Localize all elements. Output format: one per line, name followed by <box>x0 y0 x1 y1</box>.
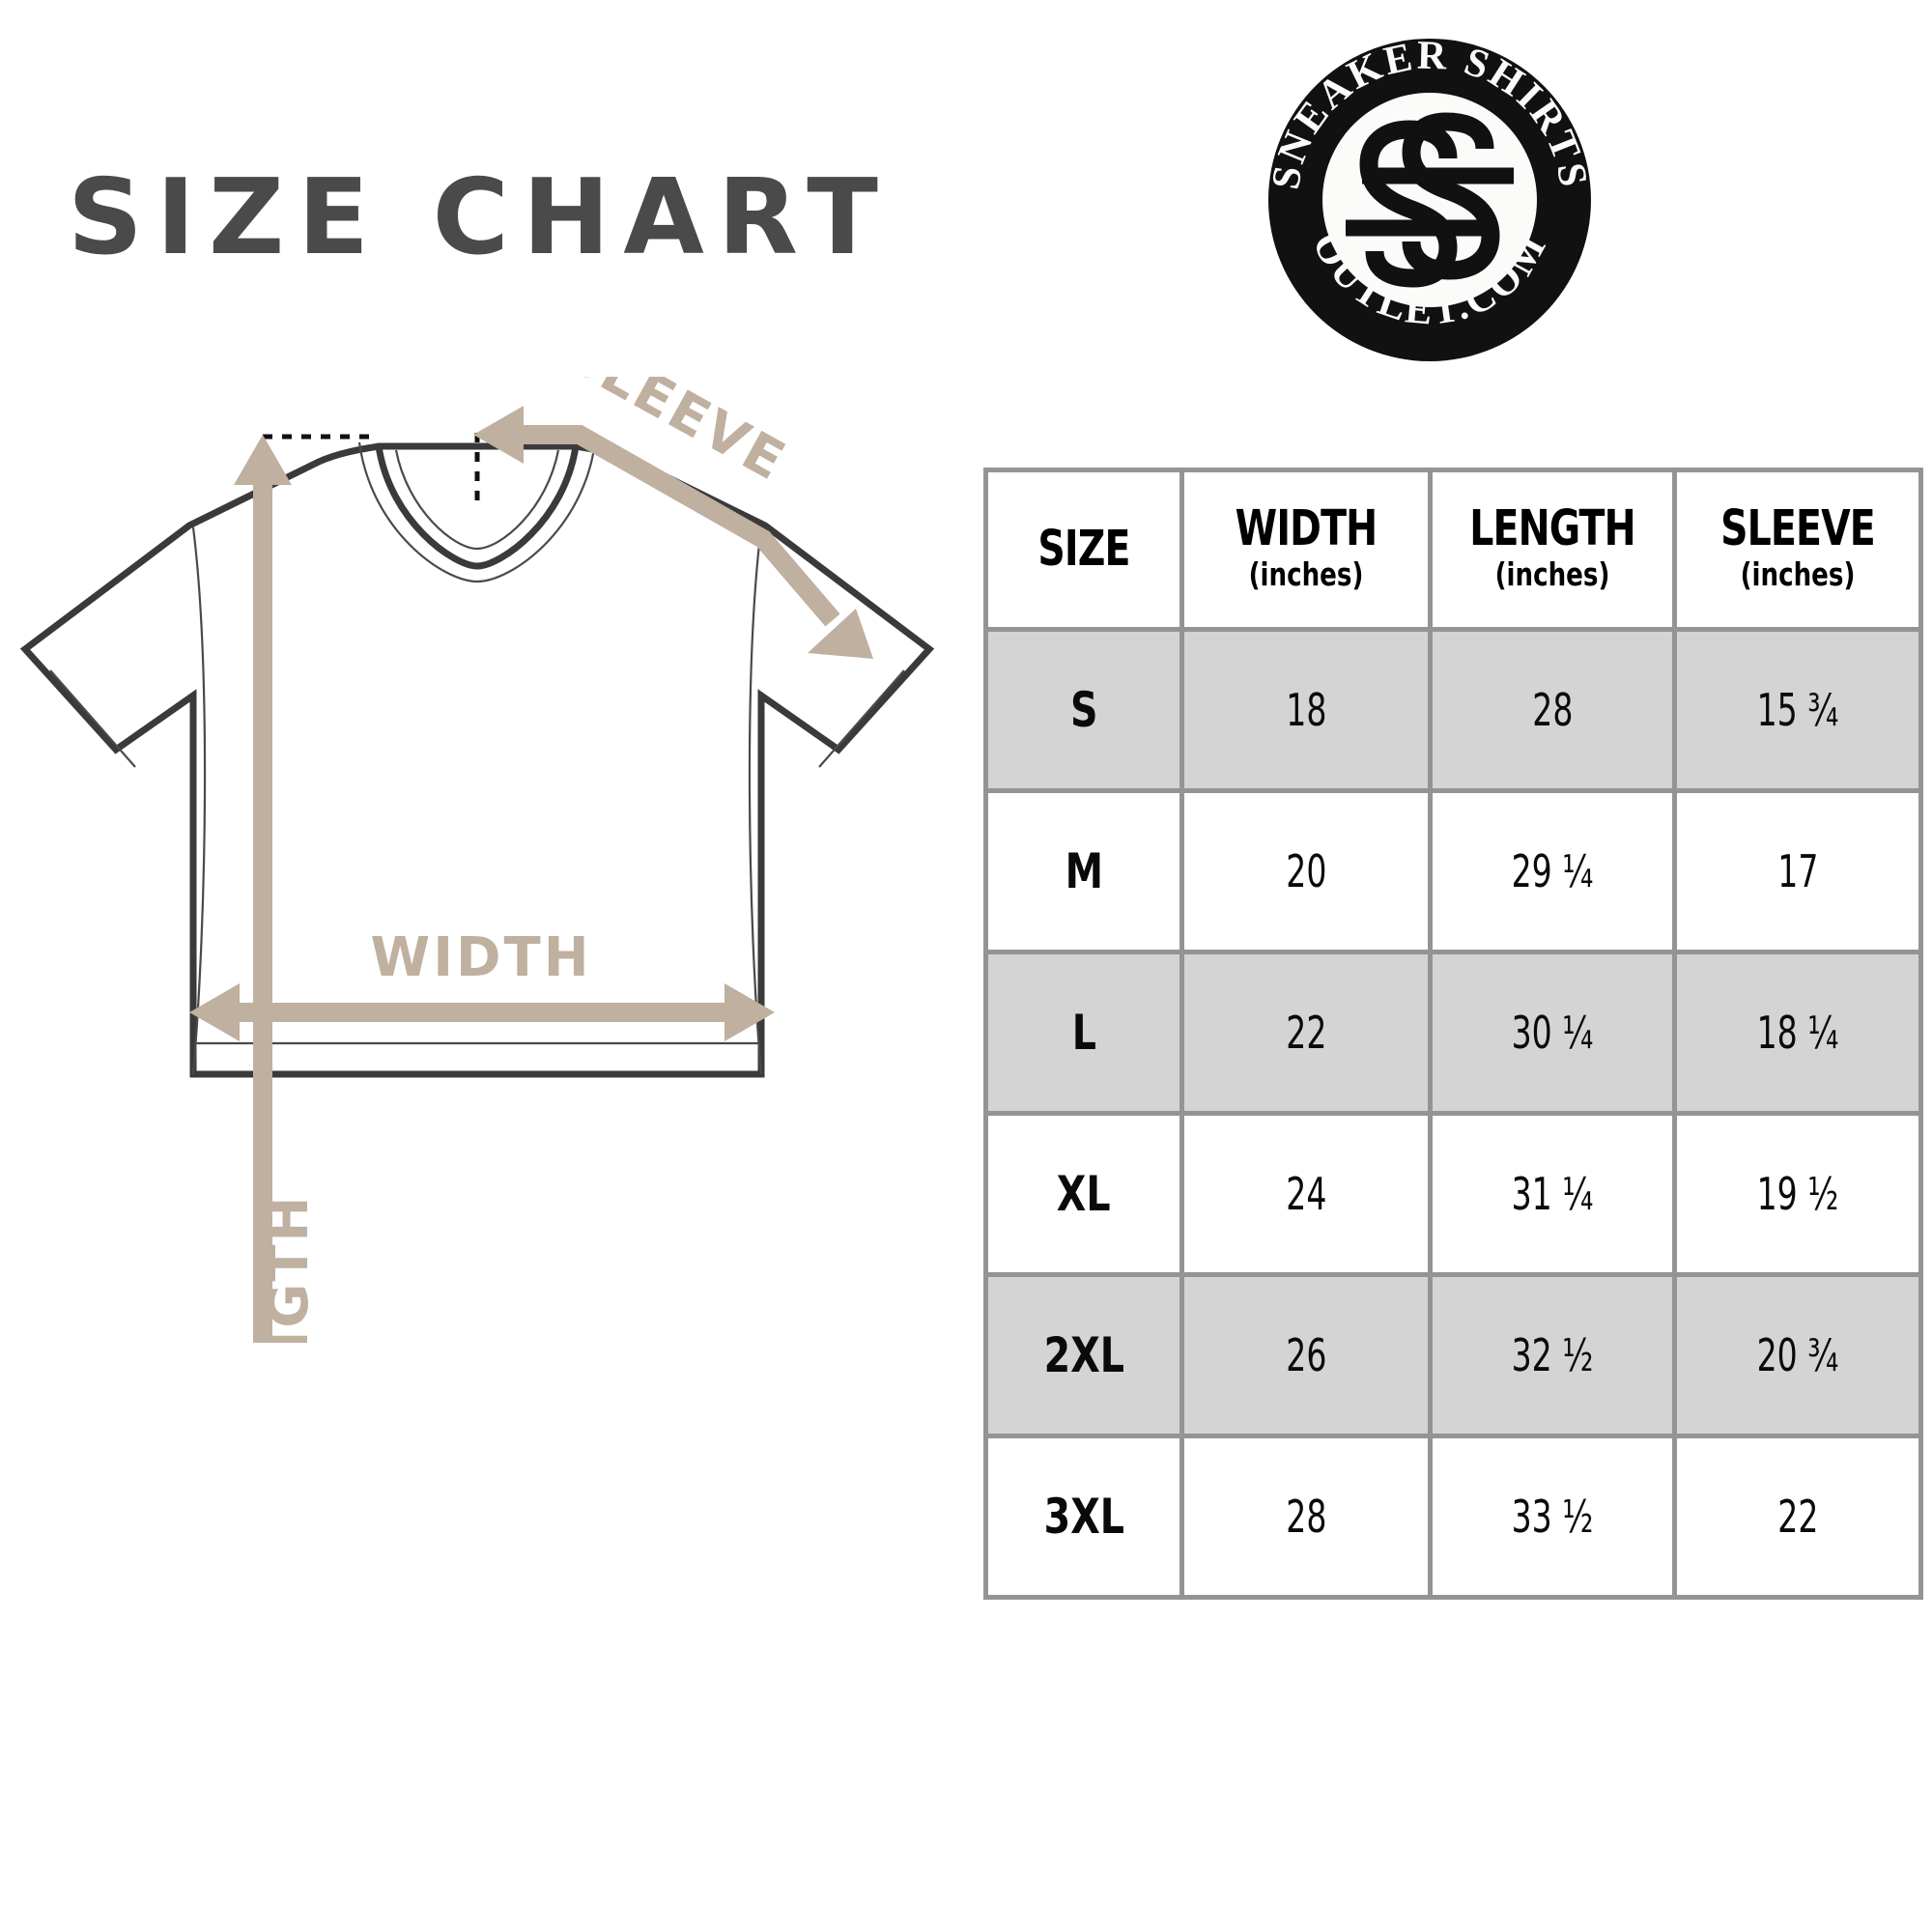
cell-sleeve: 18 ¼ <box>1672 950 1923 1116</box>
cell-width: 22 <box>1179 950 1433 1116</box>
cell-size: L <box>983 950 1184 1116</box>
cell-width: 28 <box>1179 1434 1433 1600</box>
label-width: WIDTH <box>370 926 591 989</box>
cell-length: 28 <box>1428 627 1677 793</box>
column-header-sleeve: SLEEVE (inches) <box>1672 468 1923 632</box>
cell-width: 18 <box>1179 627 1433 793</box>
cell-length: 33 ½ <box>1428 1434 1677 1600</box>
table-row: 2XL 26 32 ½ 20 ¾ <box>983 1272 1923 1438</box>
width-arrow <box>189 983 775 1041</box>
column-header-sleeve-main: SLEEVE <box>1720 500 1876 558</box>
column-header-length: LENGTH (inches) <box>1428 468 1677 632</box>
table-row: L 22 30 ¼ 18 ¼ <box>983 950 1923 1116</box>
column-header-width: WIDTH (inches) <box>1179 468 1433 632</box>
label-length: LENGTH <box>258 1194 321 1343</box>
cell-width: 20 <box>1179 788 1433 954</box>
cell-sleeve: 15 ¾ <box>1672 627 1923 793</box>
cell-sleeve: 19 ½ <box>1672 1111 1923 1277</box>
column-header-width-unit: (inches) <box>1248 555 1364 594</box>
column-header-sleeve-unit: (inches) <box>1740 555 1856 594</box>
size-chart-table: SIZE WIDTH (inches) LENGTH (inches) SLEE… <box>983 468 1923 1600</box>
cell-width: 26 <box>1179 1272 1433 1438</box>
cell-sleeve: 22 <box>1672 1434 1923 1600</box>
column-header-size-main: SIZE <box>1037 520 1130 578</box>
sleeve-arrow-heads <box>473 406 873 659</box>
column-header-size: SIZE <box>983 468 1184 632</box>
cell-length: 29 ¼ <box>1428 788 1677 954</box>
column-header-width-main: WIDTH <box>1235 500 1378 558</box>
column-header-length-main: LENGTH <box>1469 500 1635 558</box>
cell-length: 31 ¼ <box>1428 1111 1677 1277</box>
cell-sleeve: 17 <box>1672 788 1923 954</box>
cell-width: 24 <box>1179 1111 1433 1277</box>
t-shirt-measurement-diagram: SLEEVE WIDTH LENGTH <box>0 321 966 1567</box>
cell-length: 32 ½ <box>1428 1272 1677 1438</box>
sneaker-shirts-outlet-logo: SNEAKER SHIRTS OUTLET.COM <box>1261 31 1599 369</box>
cell-size: XL <box>983 1111 1184 1277</box>
table-row: M 20 29 ¼ 17 <box>983 788 1923 954</box>
cell-length: 30 ¼ <box>1428 950 1677 1116</box>
column-header-length-unit: (inches) <box>1494 555 1610 594</box>
cell-size: 2XL <box>983 1272 1184 1438</box>
cell-size: M <box>983 788 1184 954</box>
table-row: 3XL 28 33 ½ 22 <box>983 1434 1923 1600</box>
sleeve-arrow <box>510 425 840 627</box>
cell-size: S <box>983 627 1184 793</box>
table-row: S 18 28 15 ¾ <box>983 627 1923 793</box>
cell-sleeve: 20 ¾ <box>1672 1272 1923 1438</box>
table-row: XL 24 31 ¼ 19 ½ <box>983 1111 1923 1277</box>
table-header-row: SIZE WIDTH (inches) LENGTH (inches) SLEE… <box>983 468 1923 632</box>
cell-size: 3XL <box>983 1434 1184 1600</box>
logo-monogram-icon <box>1346 112 1514 288</box>
page-title: SIZE CHART <box>68 157 892 278</box>
